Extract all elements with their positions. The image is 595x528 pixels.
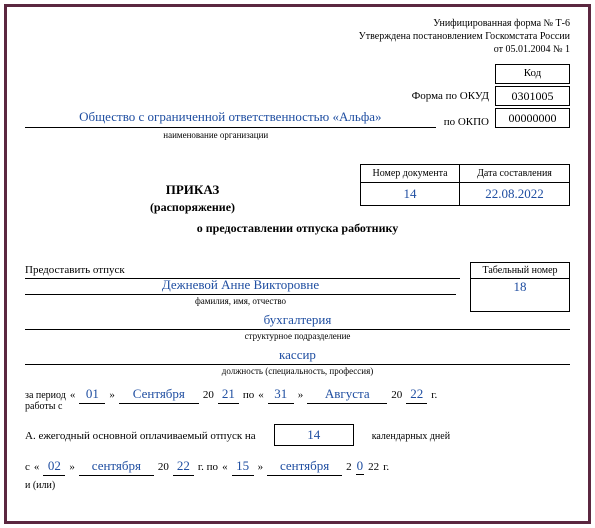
period-y1: 21 <box>218 386 239 404</box>
doc-date-value: 22.08.2022 <box>460 183 570 206</box>
title-sub: (распоряжение) <box>25 200 360 215</box>
employee-position-sublabel: должность (специальность, профессия) <box>25 366 570 376</box>
employee-position: кассир <box>25 347 570 365</box>
org-sublabel: наименование организации <box>25 130 407 140</box>
period-label: за периодработы с <box>25 390 66 412</box>
form-line1: Унифицированная форма № Т-6 <box>25 17 570 30</box>
period-m2: Августа <box>307 386 387 404</box>
date-d1: 02 <box>43 458 65 476</box>
date-y1: 22 <box>173 458 194 476</box>
days-suffix: календарных дней <box>372 431 450 442</box>
okud-label: Форма по ОКУД <box>412 90 489 102</box>
okpo-value: 00000000 <box>495 108 570 128</box>
date-m1: сентября <box>79 458 154 476</box>
period-d1: 01 <box>79 386 105 404</box>
and-or: и (или) <box>25 480 570 491</box>
form-header: Унифицированная форма № Т-6 Утверждена п… <box>25 17 570 56</box>
title-desc: о предоставлении отпуска работнику <box>25 221 570 236</box>
employee-name-sublabel: фамилия, имя, отчество <box>25 296 456 306</box>
days-value: 14 <box>274 424 354 446</box>
form-line2: Утверждена постановлением Госкомстата Ро… <box>25 30 570 43</box>
section-a-label: А. ежегодный основной оплачиваемый отпус… <box>25 430 256 442</box>
doc-num-header: Номер документа <box>360 164 460 183</box>
doc-num-value: 14 <box>360 183 460 206</box>
doc-date-header: Дата составления <box>460 164 570 183</box>
tab-num-value: 18 <box>470 277 570 312</box>
code-header: Код <box>495 64 570 84</box>
period-d2: 31 <box>268 386 294 404</box>
period-m1: Сентября <box>119 386 199 404</box>
employee-dept-sublabel: структурное подразделение <box>25 331 570 341</box>
employee-dept: бухгалтерия <box>25 312 570 330</box>
period-y2: 22 <box>406 386 427 404</box>
org-name: Общество с ограниченной ответственностью… <box>25 109 436 128</box>
okud-value: 0301005 <box>495 86 570 106</box>
date-d2: 15 <box>232 458 254 476</box>
date-m2: сентября <box>267 458 342 476</box>
form-line3: от 05.01.2004 № 1 <box>25 43 570 56</box>
title-main: ПРИКАЗ <box>25 182 360 198</box>
employee-name: Дежневой Анне Викторовне <box>25 277 456 295</box>
okpo-label: по ОКПО <box>444 116 489 128</box>
